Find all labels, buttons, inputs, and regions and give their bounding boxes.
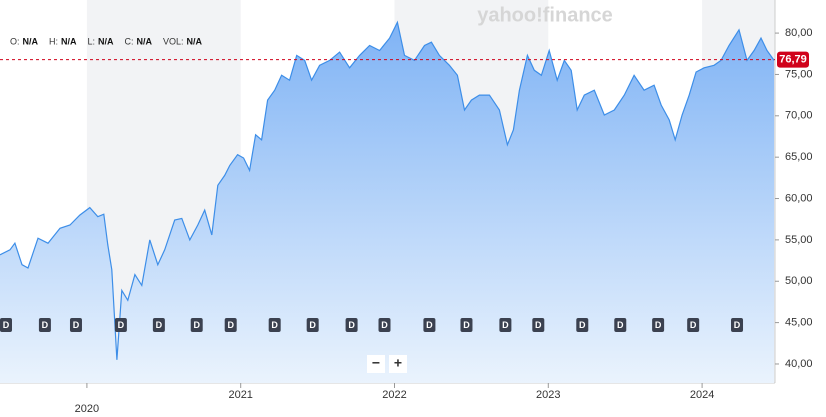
zoom-button[interactable] — [367, 355, 385, 373]
x-tick-label: 2021 — [228, 389, 252, 401]
dividend-box — [460, 318, 473, 332]
dividend-box — [423, 318, 436, 332]
dividend-box — [499, 318, 512, 332]
dividend-label: D — [381, 320, 388, 330]
header-label: H: — [49, 36, 58, 46]
dividend-label: D — [690, 320, 697, 330]
dividend-label: D — [617, 320, 624, 330]
dividend-marker: D — [614, 318, 627, 332]
y-tick-label: 45,00 — [785, 317, 813, 329]
dividend-marker: D — [460, 318, 473, 332]
header-value: N/A — [98, 36, 114, 46]
dividend-marker: D — [268, 318, 281, 332]
dividend-marker: D — [38, 318, 51, 332]
dividend-label: D — [309, 320, 316, 330]
dividend-marker: D — [499, 318, 512, 332]
dividend-box — [652, 318, 665, 332]
dividend-marker: D — [152, 318, 165, 332]
dividend-marker: D — [652, 318, 665, 332]
zoom-label[interactable]: + — [394, 355, 402, 371]
dividend-label: D — [426, 320, 433, 330]
dividend-label: D — [502, 320, 509, 330]
dividend-box — [614, 318, 627, 332]
dividend-label: D — [655, 320, 662, 330]
dividend-label: D — [579, 320, 586, 330]
dividend-box — [687, 318, 700, 332]
dividend-marker: D — [190, 318, 203, 332]
last-price-tag — [777, 51, 809, 68]
dividend-box — [576, 318, 589, 332]
dividend-box — [532, 318, 545, 332]
dividend-label: D — [227, 320, 234, 330]
y-tick-label: 50,00 — [785, 275, 813, 287]
dividend-label: D — [463, 320, 470, 330]
dividend-box — [268, 318, 281, 332]
dividend-label: D — [156, 320, 163, 330]
y-tick-label: 60,00 — [785, 192, 813, 204]
x-tick-label: 2024 — [690, 389, 714, 401]
y-tick-label: 65,00 — [785, 151, 813, 163]
dividend-marker: D — [345, 318, 358, 332]
y-tick-label: 80,00 — [785, 27, 813, 39]
dividend-box — [378, 318, 391, 332]
dividend-marker: D — [224, 318, 237, 332]
zoom-label[interactable]: − — [372, 355, 380, 371]
header-value: N/A — [187, 36, 203, 46]
dividend-box — [0, 318, 12, 332]
dividend-box — [38, 318, 51, 332]
dividend-label: D — [118, 320, 125, 330]
dividend-label: D — [348, 320, 355, 330]
dividend-marker: D — [0, 318, 12, 332]
header-label: L: — [88, 36, 96, 46]
dividend-marker: D — [306, 318, 319, 332]
header-value: N/A — [23, 36, 39, 46]
dividend-box — [69, 318, 82, 332]
dividend-label: D — [3, 320, 10, 330]
y-tick-label: 55,00 — [785, 234, 813, 246]
dividend-marker: D — [114, 318, 127, 332]
header-value: N/A — [137, 36, 153, 46]
watermark: yahoo!finance — [477, 4, 613, 26]
y-tick-label: 70,00 — [785, 110, 813, 122]
dividend-box — [306, 318, 319, 332]
dividend-marker: D — [378, 318, 391, 332]
dividend-label: D — [271, 320, 278, 330]
dividend-label: D — [42, 320, 49, 330]
header-label: O: — [10, 36, 20, 46]
header-label: VOL: — [163, 36, 184, 46]
last-price-label: 76,79 — [779, 54, 807, 66]
header-value: N/A — [61, 36, 77, 46]
dividend-marker: D — [576, 318, 589, 332]
dividend-box — [114, 318, 127, 332]
area — [0, 22, 775, 384]
x-tick-label: 2023 — [536, 389, 560, 401]
zoom-button[interactable] — [389, 355, 407, 373]
dividend-box — [190, 318, 203, 332]
dividend-marker: D — [69, 318, 82, 332]
y-tick-label: 75,00 — [785, 68, 813, 80]
line — [0, 20, 775, 360]
header-label: C: — [125, 36, 134, 46]
dividend-marker: D — [687, 318, 700, 332]
dividend-label: D — [73, 320, 80, 330]
dividend-label: D — [734, 320, 741, 330]
dividend-marker: D — [423, 318, 436, 332]
dividend-box — [731, 318, 744, 332]
dividend-box — [224, 318, 237, 332]
dividend-marker: D — [731, 318, 744, 332]
x-tick-label: 2020 — [75, 403, 99, 415]
dividend-box — [152, 318, 165, 332]
dividend-label: D — [193, 320, 200, 330]
dividend-label: D — [535, 320, 542, 330]
dividend-marker: D — [532, 318, 545, 332]
dividend-box — [345, 318, 358, 332]
y-tick-label: 40,00 — [785, 358, 813, 370]
x-tick-label: 2022 — [382, 389, 406, 401]
